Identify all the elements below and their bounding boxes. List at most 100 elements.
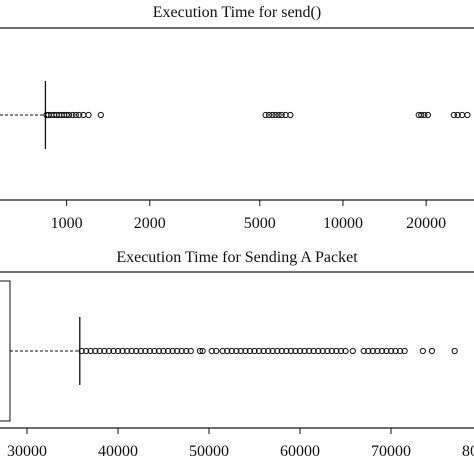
outlier xyxy=(255,347,263,355)
outlier xyxy=(151,347,158,355)
outlier xyxy=(87,347,94,355)
outlier xyxy=(274,347,281,355)
x-tick-label: 20000 xyxy=(406,215,446,232)
outlier xyxy=(315,347,322,355)
outlier xyxy=(237,347,244,355)
chart-title: Execution Time for Sending A Packet xyxy=(116,249,358,266)
outlier xyxy=(301,347,308,355)
outlier xyxy=(451,347,458,355)
outlier xyxy=(78,347,85,355)
outlier xyxy=(251,347,258,355)
plot-frame xyxy=(0,27,474,201)
outlier xyxy=(378,347,386,355)
x-tick-label: 40000 xyxy=(98,443,138,460)
outlier xyxy=(69,111,76,119)
outlier xyxy=(183,347,190,355)
outlier xyxy=(164,347,172,355)
outlier xyxy=(142,347,149,355)
outlier xyxy=(383,347,390,355)
outlier xyxy=(342,347,349,355)
outlier xyxy=(85,111,92,119)
outlier xyxy=(310,347,317,355)
outlier xyxy=(387,347,395,355)
outlier xyxy=(155,347,163,355)
x-tick-label: 50000 xyxy=(189,443,229,460)
outlier xyxy=(369,347,376,355)
outlier xyxy=(262,111,269,119)
plot-frame xyxy=(0,271,474,429)
outlier xyxy=(419,347,426,355)
outlier xyxy=(196,347,204,355)
outlier xyxy=(319,347,326,355)
outlier xyxy=(278,111,285,119)
outlier xyxy=(246,347,254,355)
x-tick-label: 2000 xyxy=(134,215,166,232)
outlier xyxy=(65,111,73,119)
outlier xyxy=(260,347,267,355)
outlier xyxy=(96,347,103,355)
outlier xyxy=(208,347,215,355)
outlier xyxy=(454,111,461,119)
outlier xyxy=(110,347,117,355)
outlier xyxy=(428,347,436,355)
outlier xyxy=(233,347,240,355)
outlier xyxy=(296,347,304,355)
outlier xyxy=(421,111,428,119)
outlier xyxy=(178,347,185,355)
outlier xyxy=(83,347,90,355)
outlier xyxy=(174,347,181,355)
outlier xyxy=(272,111,279,119)
outlier xyxy=(101,347,108,355)
outlier xyxy=(365,347,372,355)
outlier xyxy=(219,347,226,355)
outlier xyxy=(72,111,79,119)
outlier xyxy=(124,347,131,355)
outlier xyxy=(114,347,122,355)
outlier xyxy=(328,347,335,355)
outlier xyxy=(324,347,331,355)
outlier xyxy=(292,347,299,355)
outlier xyxy=(360,347,367,355)
outlier xyxy=(105,347,113,355)
outlier xyxy=(450,111,457,119)
box xyxy=(0,280,11,422)
outlier xyxy=(287,111,294,119)
outlier xyxy=(337,347,345,355)
chart-title: Execution Time for send() xyxy=(153,4,321,21)
outlier xyxy=(275,111,282,119)
outlier xyxy=(224,347,231,355)
x-tick-label: 1000 xyxy=(51,215,83,232)
x-tick-label: 30000 xyxy=(7,443,47,460)
outlier xyxy=(464,111,471,119)
outlier xyxy=(418,111,425,119)
outlier xyxy=(128,347,135,355)
x-tick-label: 5000 xyxy=(244,215,276,232)
outlier xyxy=(283,347,290,355)
outlier xyxy=(374,347,381,355)
outlier xyxy=(92,347,99,355)
outlier xyxy=(146,347,153,355)
outlier xyxy=(187,347,194,355)
outlier xyxy=(265,347,272,355)
outlier xyxy=(392,347,399,355)
outlier xyxy=(76,111,83,119)
outlier xyxy=(265,111,273,119)
outlier xyxy=(269,111,276,119)
outlier xyxy=(269,347,276,355)
outlier xyxy=(119,347,126,355)
outlier xyxy=(306,347,313,355)
outlier xyxy=(97,111,104,119)
outlier xyxy=(63,111,70,119)
outlier xyxy=(242,347,249,355)
outlier xyxy=(397,347,404,355)
outlier xyxy=(228,347,235,355)
outlier xyxy=(333,347,340,355)
outlier xyxy=(169,347,176,355)
outlier xyxy=(349,347,356,355)
x-tick-label: 10000 xyxy=(323,215,363,232)
outlier xyxy=(160,347,167,355)
x-tick-label: 60000 xyxy=(280,443,320,460)
outlier xyxy=(401,347,408,355)
outlier xyxy=(213,347,220,355)
